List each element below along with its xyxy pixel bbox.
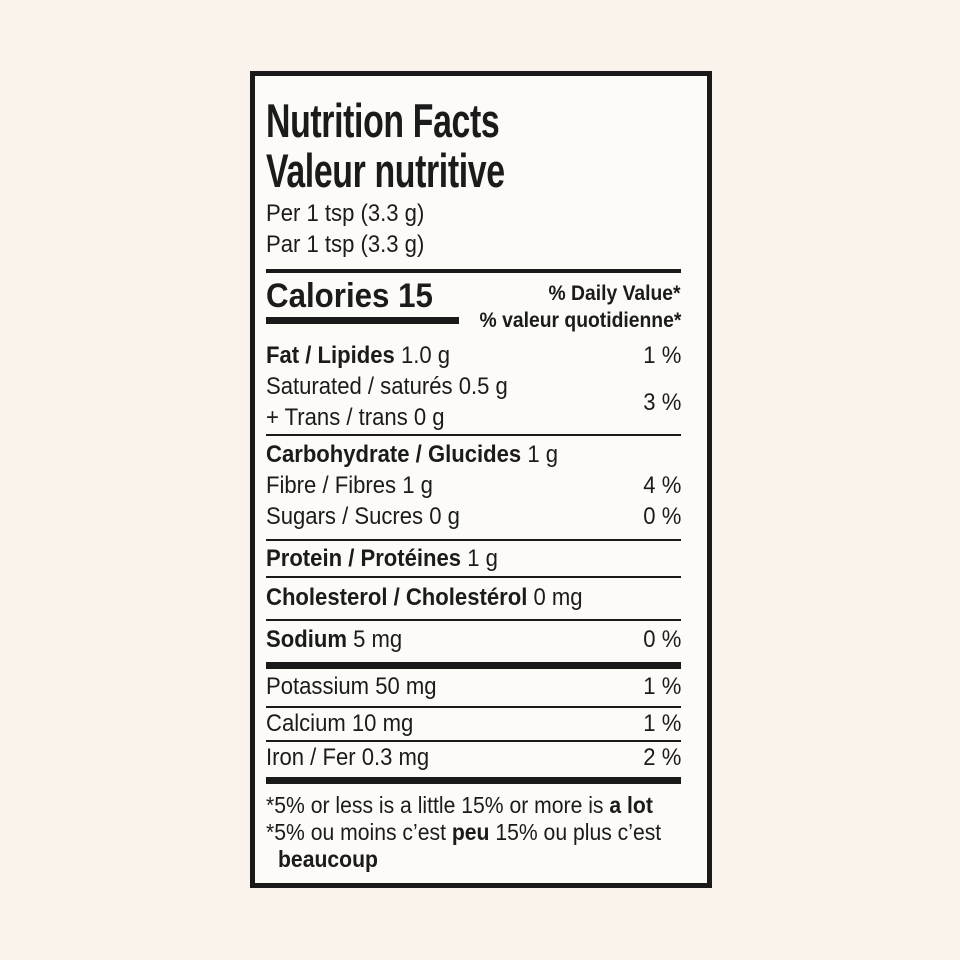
nutrient-label-bold: Carbohydrate / Glucides xyxy=(266,441,522,468)
daily-value-header-en: % Daily Value* xyxy=(548,282,681,305)
divider-thick xyxy=(266,777,681,784)
nutrient-row-saturated-trans: Saturated / saturés 0.5 g + Trans / tran… xyxy=(266,371,681,433)
label-title-fr: Valeur nutritive xyxy=(266,146,681,196)
nutrient-label-bold: Cholesterol / Cholestérol xyxy=(266,584,528,611)
nutrient-dv: 1 % xyxy=(642,710,681,737)
nutrient-row-fibre: Fibre / Fibres 1 g 4 % xyxy=(266,470,681,501)
nutrient-dv: 0 % xyxy=(642,503,681,530)
nutrient-label-bold: Sodium xyxy=(266,626,347,653)
nutrient-label-saturated: Saturated / saturés 0.5 g xyxy=(266,373,508,400)
nutrition-facts-label: Nutrition Facts Valeur nutritive Per 1 t… xyxy=(250,71,712,888)
divider xyxy=(266,434,681,436)
serving-size-en: Per 1 tsp (3.3 g) xyxy=(266,200,425,227)
nutrient-row-iron: Iron / Fer 0.3 mg 2 % xyxy=(266,742,681,773)
nutrient-amount: 1.0 g xyxy=(394,342,451,369)
calories-value: Calories 15 xyxy=(266,277,433,315)
nutrient-dv: 4 % xyxy=(642,472,681,499)
serving-size-fr: Par 1 tsp (3.3 g) xyxy=(266,231,425,258)
nutrient-dv: 0 % xyxy=(642,626,681,653)
footnote-line-fr-2: beaucoup xyxy=(278,846,378,872)
footnote-line-en: *5% or less is a little 15% or more is a… xyxy=(266,792,653,818)
daily-value-header-fr: % valeur quotidienne* xyxy=(479,309,681,332)
nutrient-label-trans: + Trans / trans 0 g xyxy=(266,404,445,431)
nutrient-amount: Calcium 10 mg xyxy=(266,710,414,737)
divider-header xyxy=(266,269,681,273)
nutrient-dv: 1 % xyxy=(642,342,681,369)
footnote: *5% or less is a little 15% or more is a… xyxy=(266,792,681,873)
nutrient-amount: Potassium 50 mg xyxy=(266,673,437,700)
nutrient-row-sugars: Sugars / Sucres 0 g 0 % xyxy=(266,501,681,532)
nutrient-dv: 1 % xyxy=(642,673,681,700)
nutrient-row-sodium: Sodium 5 mg 0 % xyxy=(266,624,681,655)
nutrient-row-protein: Protein / Protéines 1 g xyxy=(266,543,681,574)
daily-value-header: % Daily Value* % valeur quotidienne* xyxy=(462,278,681,334)
nutrient-dv: 3 % xyxy=(642,388,681,416)
label-title-fr-text: Valeur nutritive xyxy=(266,144,505,197)
nutrient-row-carbohydrate: Carbohydrate / Glucides 1 g xyxy=(266,439,681,470)
divider xyxy=(266,706,681,708)
nutrient-amount: 5 mg xyxy=(346,626,403,653)
calories-underline xyxy=(266,317,459,324)
nutrient-label-bold: Protein / Protéines xyxy=(266,545,462,572)
nutrient-amount: Iron / Fer 0.3 mg xyxy=(266,744,430,771)
nutrient-row-cholesterol: Cholesterol / Cholestérol 0 mg xyxy=(266,582,681,613)
nutrient-amount: Sugars / Sucres 0 g xyxy=(266,503,460,530)
nutrient-amount: 1 g xyxy=(521,441,559,468)
nutrient-amount: 0 mg xyxy=(527,584,583,611)
label-title-en: Nutrition Facts xyxy=(266,96,681,146)
divider xyxy=(266,576,681,578)
nutrient-row-calcium: Calcium 10 mg 1 % xyxy=(266,708,681,739)
nutrient-amount: 1 g xyxy=(461,545,498,572)
label-title-en-text: Nutrition Facts xyxy=(266,94,500,147)
nutrient-row-potassium: Potassium 50 mg 1 % xyxy=(266,671,681,702)
nutrient-dv: 2 % xyxy=(642,744,681,771)
calories-left: Calories 15 xyxy=(266,278,459,324)
nutrient-amount: Fibre / Fibres 1 g xyxy=(266,472,433,499)
divider-thick xyxy=(266,662,681,669)
calories-row: Calories 15 % Daily Value* % valeur quot… xyxy=(266,278,681,334)
divider xyxy=(266,740,681,742)
footnote-line-fr: *5% ou moins c’est peu 15% ou plus c’est xyxy=(266,819,662,845)
divider xyxy=(266,539,681,541)
divider xyxy=(266,619,681,621)
nutrient-row-fat: Fat / Lipides 1.0 g 1 % xyxy=(266,340,681,371)
nutrient-label-bold: Fat / Lipides xyxy=(266,342,395,369)
